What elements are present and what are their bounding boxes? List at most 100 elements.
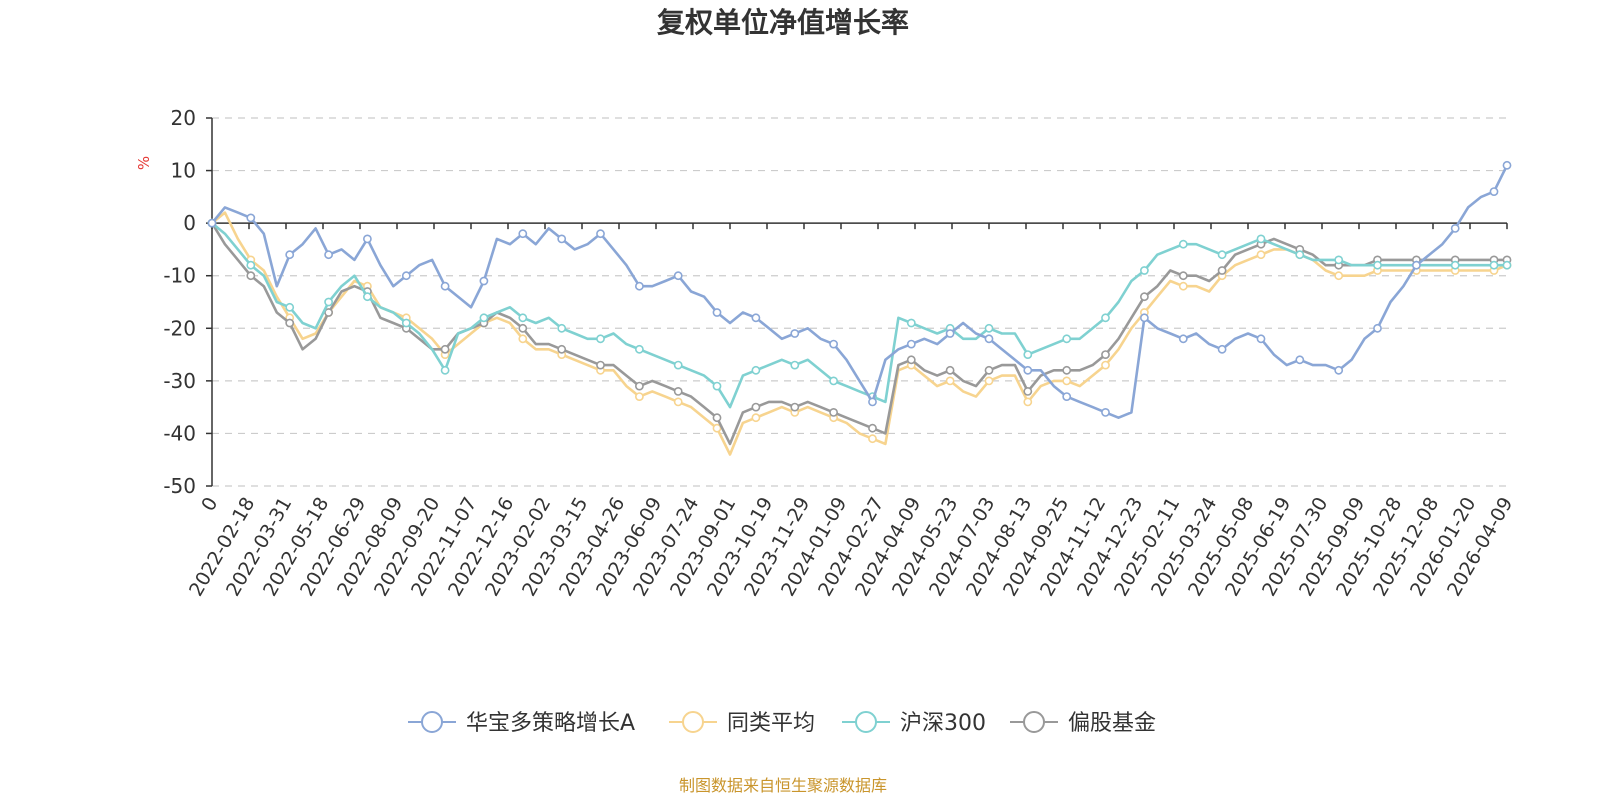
x-tick-label: 0 — [197, 494, 222, 515]
data-point — [1489, 260, 1499, 270]
data-point — [1450, 260, 1460, 270]
data-point — [1256, 234, 1266, 244]
data-point — [906, 339, 916, 349]
legend-marker-icon — [421, 711, 443, 733]
data-point — [1295, 355, 1305, 365]
data-point — [1256, 250, 1266, 260]
data-point — [1023, 397, 1033, 407]
data-point — [1062, 392, 1072, 401]
y-tick-label: 10 — [171, 159, 196, 183]
legend-label: 沪深300 — [900, 711, 986, 736]
data-point — [246, 213, 256, 223]
data-point — [518, 323, 528, 333]
data-point — [479, 313, 489, 323]
series-0 — [207, 160, 1512, 420]
data-point — [518, 313, 528, 323]
data-point — [324, 250, 333, 260]
data-point — [984, 334, 994, 344]
data-point — [673, 360, 683, 370]
data-point — [1256, 334, 1266, 344]
data-point — [790, 329, 800, 338]
data-point — [673, 386, 683, 396]
series-3 — [207, 218, 1512, 446]
data-point — [362, 234, 372, 244]
legend-marker-icon — [855, 711, 877, 733]
data-point — [635, 344, 644, 354]
data-point — [1140, 292, 1149, 302]
data-point — [635, 281, 644, 291]
data-point — [1023, 386, 1033, 396]
data-point — [557, 344, 567, 354]
data-point — [1334, 271, 1344, 281]
data-point — [790, 402, 800, 412]
data-point — [1178, 334, 1188, 344]
data-point — [984, 365, 994, 375]
data-point — [518, 334, 528, 344]
legend-label: 华宝多策略增长A — [466, 711, 635, 736]
data-point — [751, 413, 761, 423]
data-point — [324, 308, 333, 317]
chart-title: 复权单位净值增长率 — [657, 6, 909, 39]
series-line — [210, 164, 1509, 420]
data-point — [440, 365, 450, 375]
y-tick-label: 0 — [183, 211, 196, 235]
data-point — [557, 323, 567, 333]
data-point — [829, 339, 838, 349]
legend-item-0[interactable]: 华宝多策略增长A — [408, 711, 635, 736]
y-axis-unit: % — [135, 156, 153, 170]
data-point — [285, 250, 295, 260]
data-point — [207, 218, 217, 228]
data-point — [440, 281, 450, 291]
y-tick-label: -20 — [163, 316, 196, 340]
series-line — [210, 222, 1507, 446]
data-point — [1101, 407, 1110, 417]
data-point — [1101, 360, 1110, 370]
y-tick-label: -30 — [163, 369, 196, 393]
data-point — [751, 365, 761, 375]
series-1 — [207, 211, 1512, 456]
gridlines — [212, 117, 1507, 487]
data-point — [1023, 350, 1033, 359]
data-source-note: 制图数据来自恒生聚源数据库 — [679, 776, 887, 795]
data-point — [557, 234, 567, 244]
data-point — [1334, 365, 1344, 375]
legend-item-1[interactable]: 同类平均 — [669, 711, 815, 736]
y-tick-label: 20 — [171, 106, 196, 130]
legend-item-2[interactable]: 沪深300 — [842, 711, 986, 736]
data-point — [1502, 160, 1512, 170]
data-point — [1373, 260, 1382, 270]
data-point — [635, 381, 644, 391]
data-point — [751, 402, 761, 412]
data-point — [1140, 266, 1149, 275]
data-point — [518, 229, 528, 239]
legend-label: 同类平均 — [727, 711, 815, 736]
data-point — [1334, 255, 1344, 265]
data-point — [1373, 323, 1382, 333]
legend[interactable]: 华宝多策略增长A 同类平均 沪深300 偏股基金 — [408, 711, 1156, 736]
data-point — [1101, 350, 1110, 359]
data-point — [712, 308, 722, 317]
data-point — [1101, 313, 1110, 323]
data-point — [596, 229, 605, 239]
y-axis: 20 10 0 -10 -20 -30 -40 -50 — [163, 106, 213, 498]
data-point — [945, 376, 955, 386]
data-point — [401, 271, 411, 281]
legend-item-3[interactable]: 偏股基金 — [1010, 711, 1156, 736]
data-point — [1062, 334, 1072, 344]
data-point — [868, 397, 877, 407]
data-point — [1489, 187, 1499, 196]
data-point — [945, 365, 955, 375]
data-point — [1178, 239, 1188, 249]
data-point — [712, 423, 722, 433]
data-point — [984, 323, 994, 333]
data-point — [1140, 313, 1149, 323]
data-point — [479, 276, 489, 286]
data-point — [906, 355, 916, 365]
data-point — [868, 434, 877, 444]
data-point — [868, 423, 877, 433]
y-tick-label: -40 — [163, 421, 196, 445]
data-point — [1412, 260, 1421, 270]
data-point — [1178, 281, 1188, 291]
data-point — [635, 392, 644, 401]
